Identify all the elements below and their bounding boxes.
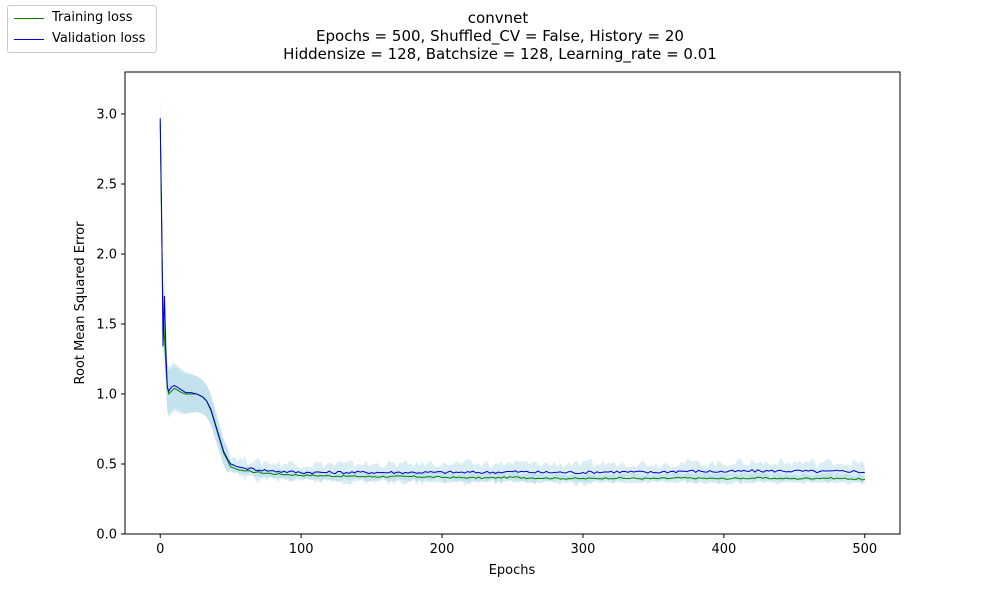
legend-label-validation: Validation loss bbox=[52, 31, 146, 46]
legend: Training loss Validation loss bbox=[7, 5, 157, 53]
x-axis-label: Epochs bbox=[489, 563, 536, 578]
training-loss-band bbox=[160, 95, 865, 486]
training-loss-line bbox=[159, 120, 865, 481]
y-tick-label: 0.0 bbox=[96, 528, 117, 543]
chart-subtitle-line-1: Epochs = 500, Shuffled_CV = False, Histo… bbox=[316, 27, 684, 46]
x-tick-label: 100 bbox=[289, 542, 314, 557]
plot-frame bbox=[124, 71, 901, 535]
y-tick-label: 2.0 bbox=[96, 248, 117, 263]
x-tick-label: 500 bbox=[852, 542, 877, 557]
legend-item-training-loss: Training loss bbox=[14, 9, 154, 27]
y-tick-label: 1.5 bbox=[96, 318, 117, 333]
y-tick-label: 1.0 bbox=[96, 388, 117, 403]
x-tick-label: 300 bbox=[571, 542, 596, 557]
x-tick-label: 200 bbox=[430, 542, 455, 557]
y-tick-label: 3.0 bbox=[96, 108, 117, 123]
series-layer bbox=[159, 118, 865, 481]
y-axis-label: Root Mean Squared Error bbox=[73, 221, 88, 385]
y-axis-ticks: 0.0 0.5 1.0 1.5 2.0 2.5 3.0 bbox=[96, 108, 125, 543]
legend-item-validation-loss: Validation loss bbox=[14, 30, 154, 48]
legend-swatch-training bbox=[14, 18, 44, 19]
validation-loss-line bbox=[159, 118, 865, 475]
y-tick-label: 0.5 bbox=[96, 458, 117, 473]
chart-subtitle-line-2: Hiddensize = 128, Batchsize = 128, Learn… bbox=[283, 45, 717, 64]
confidence-band-layer bbox=[160, 93, 865, 487]
x-tick-label: 400 bbox=[711, 542, 736, 557]
x-tick-label: 0 bbox=[156, 542, 164, 557]
y-tick-label: 2.5 bbox=[96, 178, 117, 193]
legend-swatch-validation bbox=[14, 39, 44, 40]
legend-label-training: Training loss bbox=[52, 10, 133, 25]
validation-loss-band bbox=[160, 93, 865, 487]
chart-title: convnet bbox=[468, 9, 529, 27]
x-axis-ticks: 0 100 200 300 400 500 bbox=[156, 534, 877, 557]
